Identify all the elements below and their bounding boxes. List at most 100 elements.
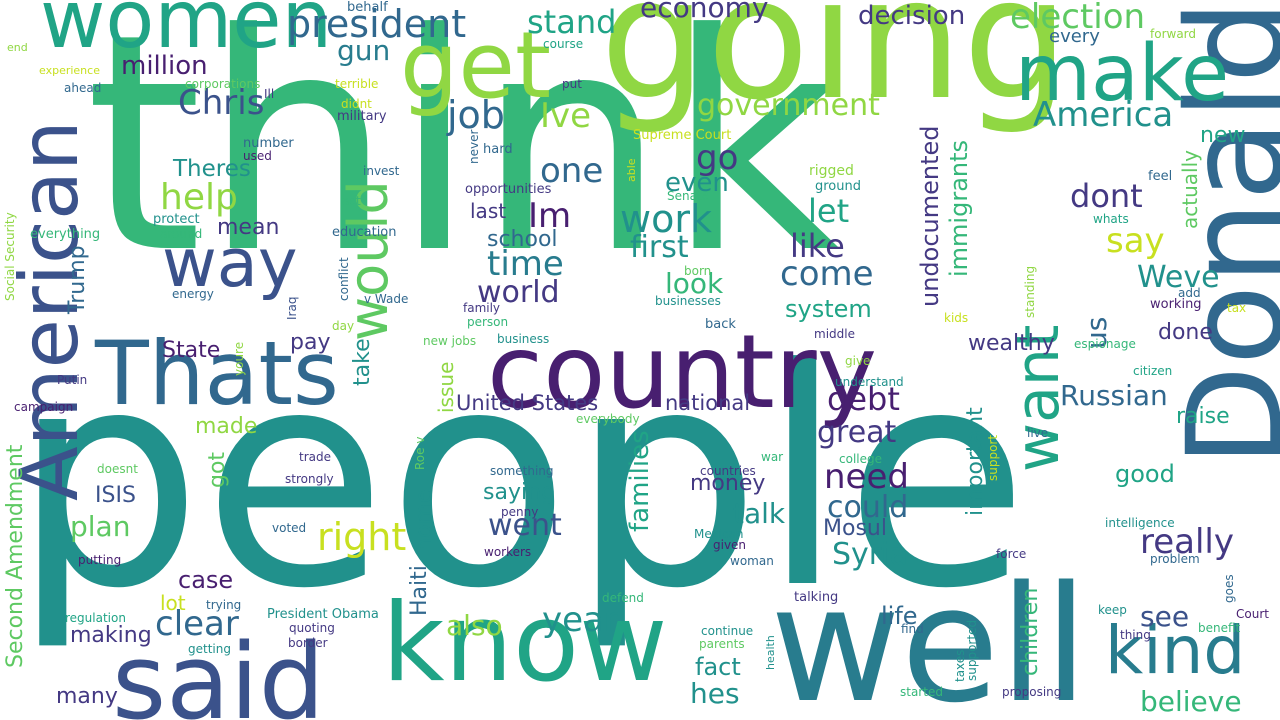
cloud-word: ahead [64, 81, 102, 95]
cloud-word: government [697, 88, 880, 123]
cloud-word: energy [172, 287, 214, 301]
cloud-word: kind [1105, 612, 1246, 689]
cloud-word: day [332, 319, 355, 333]
cloud-word: Ive [540, 96, 592, 136]
cloud-word: live [1027, 426, 1049, 440]
cloud-word: go [696, 138, 739, 178]
cloud-word: new jobs [423, 334, 477, 348]
cloud-word: way [162, 224, 298, 302]
cloud-word: intelligence [1105, 516, 1175, 530]
cloud-word: add [1178, 286, 1201, 300]
cloud-word: good [1115, 460, 1175, 488]
cloud-word: voted [272, 521, 307, 535]
cloud-word: issue [434, 361, 458, 413]
cloud-word: supported [965, 619, 979, 681]
cloud-word: money [690, 471, 766, 496]
cloud-word: thing [1120, 628, 1151, 642]
cloud-word: see [1140, 600, 1190, 633]
cloud-word: like [790, 227, 845, 265]
cloud-word: standing [1023, 265, 1037, 318]
cloud-word: Second Amendment [3, 444, 28, 668]
cloud-word: right [317, 515, 407, 559]
cloud-word: force [996, 547, 1027, 561]
cloud-word: business [497, 332, 550, 346]
cloud-word: million [121, 51, 208, 81]
cloud-word: even [665, 168, 729, 198]
cloud-word: making [70, 623, 152, 648]
cloud-word: case [178, 566, 234, 594]
cloud-word: dont [1070, 177, 1143, 215]
cloud-word: find [901, 622, 924, 636]
cloud-word: talking [794, 590, 839, 605]
cloud-word: every [1049, 26, 1100, 47]
cloud-word: feel [1148, 169, 1173, 184]
cloud-word: decision [858, 1, 966, 31]
cloud-word: war [761, 450, 784, 464]
cloud-word: make [1015, 29, 1230, 119]
cloud-word: home [412, 489, 437, 552]
cloud-word: families [625, 430, 655, 532]
cloud-word: something [490, 464, 554, 478]
cloud-word: help [160, 177, 238, 218]
cloud-word: Haiti [407, 565, 432, 616]
cloud-word: come [780, 254, 874, 294]
cloud-word: raise [1176, 404, 1230, 429]
cloud-word: job [447, 93, 505, 137]
cloud-word: look [665, 267, 724, 300]
cloud-word: continue [701, 624, 754, 638]
cloud-word: Im [528, 196, 572, 236]
cloud-word: Social Security [3, 212, 17, 301]
cloud-word: Theres [173, 156, 251, 182]
cloud-word: everybody [576, 412, 640, 426]
cloud-word: workers [484, 545, 532, 559]
cloud-word: system [785, 295, 872, 323]
cloud-word: know [382, 581, 668, 706]
cloud-word: Supreme Court [633, 128, 732, 143]
cloud-word: immigrants [945, 139, 973, 277]
cloud-word: clear [155, 604, 239, 644]
cloud-word: national [665, 391, 751, 415]
cloud-word: doesnt [97, 462, 138, 476]
cloud-word: also [446, 609, 503, 642]
cloud-word: given [713, 538, 747, 552]
cloud-word: give [845, 354, 871, 368]
cloud-word: lot [160, 591, 186, 615]
cloud-word: pay [290, 330, 331, 355]
cloud-word: around [160, 227, 203, 241]
cloud-word: used [243, 149, 272, 163]
cloud-word: children [1018, 587, 1043, 676]
cloud-word: behalf [347, 0, 388, 15]
cloud-word: actually [1178, 150, 1202, 229]
cloud-word: plan [70, 510, 131, 543]
cloud-word: Mexican [694, 527, 744, 541]
cloud-word: last [470, 199, 507, 223]
cloud-word: working [1150, 297, 1202, 312]
cloud-word: got [205, 451, 230, 488]
cloud-word: benefit [1198, 621, 1241, 635]
cloud-word: work [620, 197, 712, 241]
cloud-word: rigged [809, 163, 854, 179]
cloud-word: invest [363, 164, 400, 178]
cloud-word: saying [483, 480, 555, 505]
cloud-word: really [1140, 522, 1234, 562]
cloud-word: defend [602, 591, 644, 605]
cloud-word: everything [30, 227, 101, 242]
cloud-word: many [56, 684, 118, 709]
cloud-word: election [1010, 0, 1146, 37]
cloud-word: problem [1150, 552, 1200, 566]
cloud-word: back [705, 317, 736, 332]
cloud-word: proposing [1002, 685, 1062, 699]
cloud-word: Trump [65, 245, 90, 314]
cloud-word: putting [78, 553, 122, 567]
cloud-word: believe [1140, 685, 1242, 718]
cloud-word: Ill [264, 87, 275, 101]
cloud-word: protect [153, 212, 200, 227]
cloud-word: forward [1150, 27, 1197, 41]
cloud-word: opportunities [465, 182, 552, 197]
cloud-word: born [684, 264, 712, 278]
cloud-word: quoting [289, 621, 335, 635]
cloud-word: understand [835, 375, 904, 389]
cloud-word: college [839, 452, 882, 466]
cloud-word: wealthy [968, 331, 1055, 356]
cloud-word: penny [501, 505, 539, 519]
